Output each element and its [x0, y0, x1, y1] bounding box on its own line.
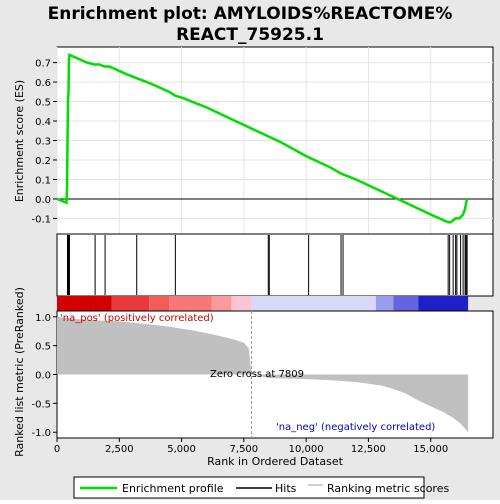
x-tick-label-2: 5,000: [167, 444, 196, 455]
legend-item-enrichment-profile: Enrichment profile: [80, 482, 224, 495]
es-ytick-label-6: 0.5: [35, 98, 51, 109]
color-bar-segment-6: [251, 296, 376, 311]
es-ytick-label-2: 0.1: [35, 175, 51, 186]
ranked-metric-panel: -1.0 -0.5 0.0 0.5 1.0 'na_pos' (positively c…: [13, 287, 494, 457]
metric-ytick-label-2: 0.0: [35, 371, 51, 382]
es-ytick-label-8: 0.7: [35, 59, 51, 70]
color-bar-segment-2: [149, 296, 170, 311]
x-axis-ticks: 0 2,500 5,000 7,500 10,000 12,500 15,000: [54, 438, 448, 455]
legend-item-ranking-metric: Ranking metric scores: [308, 482, 449, 495]
negative-correlation-label: 'na_neg' (negatively correlated): [276, 422, 435, 433]
chart-legend: Enrichment profile Hits Ranking metric s…: [73, 476, 449, 499]
metric-ytick-label-3: 0.5: [35, 342, 51, 353]
legend-label-enrichment: Enrichment profile: [122, 482, 224, 495]
es-y-axis-label: Enrichment score (ES): [13, 80, 26, 202]
color-bar-segment-5: [231, 296, 252, 311]
es-ytick-label-4: 0.3: [35, 137, 51, 148]
chart-title-line-1: Enrichment plot: AMYLOIDS%REACTOME%: [48, 4, 453, 24]
es-ytick-label-5: 0.4: [35, 117, 51, 128]
hits-panel: [56, 233, 494, 297]
metric-ytick-label-4: 1.0: [35, 313, 51, 324]
x-tick-label-6: 15,000: [413, 444, 448, 455]
metric-ytick-label-0: -1.0: [31, 428, 51, 439]
color-bar-segment-4: [211, 296, 232, 311]
es-gridlines: [56, 47, 493, 234]
metric-y-axis-label: Ranked list metric (PreRanked): [13, 287, 26, 457]
color-bar-segment-3: [169, 296, 212, 311]
es-ytick-label-0: -0.1: [31, 214, 51, 225]
metric-ytick-label-1: -0.5: [31, 399, 51, 410]
ranking-color-bar: [57, 296, 469, 311]
hit-markers: [66, 235, 468, 295]
x-tick-label-4: 10,000: [289, 444, 324, 455]
es-ytick-label-7: 0.6: [35, 78, 51, 89]
color-bar-segment-1: [111, 296, 150, 311]
color-bar-segment-7: [375, 296, 394, 311]
legend-item-hits: Hits: [236, 482, 297, 495]
hits-panel-frame: [56, 233, 494, 297]
x-tick-label-1: 2,500: [105, 444, 134, 455]
x-tick-label-3: 7,500: [230, 444, 259, 455]
enrichment-score-panel: -0.1 0.0 0.1 0.2 0.3 0.4 0.5 0.6 0.7 Enrichment …: [13, 46, 494, 235]
ranking-metric-area: [57, 316, 469, 433]
es-ytick-label-3: 0.2: [35, 156, 51, 167]
color-bar-segment-8: [393, 296, 419, 311]
color-bar-segment-0: [57, 296, 112, 311]
legend-label-ranking: Ranking metric scores: [327, 482, 449, 495]
legend-label-hits: Hits: [275, 482, 297, 495]
x-axis-label: Rank in Ordered Dataset: [207, 455, 344, 468]
enrichment-profile-line: [56, 52, 469, 224]
chart-title-line-2: REACT_75925.1: [176, 25, 324, 45]
x-tick-label-0: 0: [54, 444, 60, 455]
zero-cross-label: Zero cross at 7809: [210, 369, 304, 380]
color-bar-segment-9: [418, 296, 469, 311]
metric-y-ticks: -1.0 -0.5 0.0 0.5 1.0: [31, 313, 57, 439]
x-tick-label-5: 12,500: [351, 444, 386, 455]
positive-correlation-label: 'na_pos' (positively correlated): [60, 313, 214, 324]
es-y-ticks: -0.1 0.0 0.1 0.2 0.3 0.4 0.5 0.6 0.7: [31, 59, 57, 225]
es-ytick-label-1: 0.0: [35, 195, 51, 206]
